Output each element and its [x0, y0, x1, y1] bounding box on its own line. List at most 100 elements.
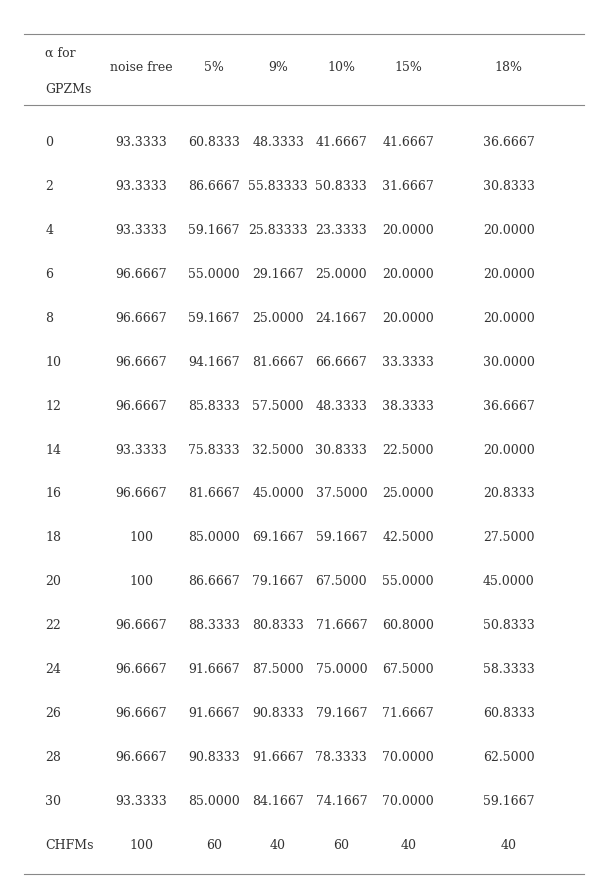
Text: 30.0000: 30.0000 [483, 356, 535, 368]
Text: 55.83333: 55.83333 [248, 180, 308, 193]
Text: 2: 2 [45, 180, 53, 193]
Text: 74.1667: 74.1667 [315, 795, 367, 808]
Text: 23.3333: 23.3333 [315, 224, 367, 237]
Text: 32.5000: 32.5000 [252, 443, 304, 457]
Text: 16: 16 [45, 487, 61, 501]
Text: 90.8333: 90.8333 [252, 707, 304, 720]
Text: 86.6667: 86.6667 [188, 180, 240, 193]
Text: 96.6667: 96.6667 [116, 707, 167, 720]
Text: 15%: 15% [394, 61, 422, 73]
Text: 96.6667: 96.6667 [116, 751, 167, 763]
Text: 67.5000: 67.5000 [382, 663, 434, 676]
Text: 94.1667: 94.1667 [188, 356, 240, 368]
Text: 41.6667: 41.6667 [315, 136, 367, 149]
Text: 96.6667: 96.6667 [116, 356, 167, 368]
Text: 59.1667: 59.1667 [483, 795, 535, 808]
Text: 60.8333: 60.8333 [188, 136, 240, 149]
Text: 38.3333: 38.3333 [382, 400, 434, 413]
Text: noise free: noise free [110, 61, 173, 73]
Text: 70.0000: 70.0000 [382, 751, 434, 763]
Text: 36.6667: 36.6667 [483, 400, 535, 413]
Text: 60: 60 [334, 839, 349, 852]
Text: 31.6667: 31.6667 [382, 180, 434, 193]
Text: 75.8333: 75.8333 [188, 443, 240, 457]
Text: 25.0000: 25.0000 [252, 312, 304, 325]
Text: 55.0000: 55.0000 [188, 268, 240, 281]
Text: 36.6667: 36.6667 [483, 136, 535, 149]
Text: 80.8333: 80.8333 [252, 620, 304, 632]
Text: α for: α for [45, 47, 76, 60]
Text: 45.0000: 45.0000 [252, 487, 304, 501]
Text: 18: 18 [45, 531, 61, 544]
Text: 25.83333: 25.83333 [248, 224, 308, 237]
Text: 20.0000: 20.0000 [483, 312, 535, 325]
Text: 79.1667: 79.1667 [252, 575, 304, 588]
Text: 86.6667: 86.6667 [188, 575, 240, 588]
Text: 100: 100 [129, 839, 154, 852]
Text: 25.0000: 25.0000 [382, 487, 434, 501]
Text: 14: 14 [45, 443, 61, 457]
Text: 59.1667: 59.1667 [315, 531, 367, 544]
Text: 20.0000: 20.0000 [483, 224, 535, 237]
Text: 29.1667: 29.1667 [252, 268, 304, 281]
Text: 81.6667: 81.6667 [252, 356, 304, 368]
Text: 40: 40 [400, 839, 416, 852]
Text: 93.3333: 93.3333 [116, 136, 167, 149]
Text: 78.3333: 78.3333 [315, 751, 367, 763]
Text: 69.1667: 69.1667 [252, 531, 304, 544]
Text: CHFMs: CHFMs [45, 839, 94, 852]
Text: 96.6667: 96.6667 [116, 487, 167, 501]
Text: 71.6667: 71.6667 [315, 620, 367, 632]
Text: 40: 40 [501, 839, 517, 852]
Text: 91.6667: 91.6667 [188, 707, 240, 720]
Text: 20: 20 [45, 575, 61, 588]
Text: 27.5000: 27.5000 [483, 531, 535, 544]
Text: 81.6667: 81.6667 [188, 487, 240, 501]
Text: 88.3333: 88.3333 [188, 620, 240, 632]
Text: 22.5000: 22.5000 [382, 443, 434, 457]
Text: 25.0000: 25.0000 [315, 268, 367, 281]
Text: 59.1667: 59.1667 [188, 312, 240, 325]
Text: 20.0000: 20.0000 [382, 268, 434, 281]
Text: 71.6667: 71.6667 [382, 707, 434, 720]
Text: 41.6667: 41.6667 [382, 136, 434, 149]
Text: 20.0000: 20.0000 [382, 312, 434, 325]
Text: 22: 22 [45, 620, 61, 632]
Text: 58.3333: 58.3333 [483, 663, 535, 676]
Text: 6: 6 [45, 268, 53, 281]
Text: 62.5000: 62.5000 [483, 751, 535, 763]
Text: 96.6667: 96.6667 [116, 663, 167, 676]
Text: 20.8333: 20.8333 [483, 487, 535, 501]
Text: 20.0000: 20.0000 [483, 268, 535, 281]
Text: 96.6667: 96.6667 [116, 312, 167, 325]
Text: 59.1667: 59.1667 [188, 224, 240, 237]
Text: 28: 28 [45, 751, 61, 763]
Text: 8: 8 [45, 312, 53, 325]
Text: 60.8333: 60.8333 [483, 707, 535, 720]
Text: 66.6667: 66.6667 [315, 356, 367, 368]
Text: 85.0000: 85.0000 [188, 531, 240, 544]
Text: 85.8333: 85.8333 [188, 400, 240, 413]
Text: 0: 0 [45, 136, 53, 149]
Text: 40: 40 [270, 839, 286, 852]
Text: 33.3333: 33.3333 [382, 356, 434, 368]
Text: 96.6667: 96.6667 [116, 400, 167, 413]
Text: 50.8333: 50.8333 [315, 180, 367, 193]
Text: 75.0000: 75.0000 [315, 663, 367, 676]
Text: 24: 24 [45, 663, 61, 676]
Text: 9%: 9% [268, 61, 288, 73]
Text: 4: 4 [45, 224, 53, 237]
Text: 93.3333: 93.3333 [116, 180, 167, 193]
Text: 45.0000: 45.0000 [483, 575, 535, 588]
Text: GPZMs: GPZMs [45, 83, 92, 96]
Text: 96.6667: 96.6667 [116, 620, 167, 632]
Text: 57.5000: 57.5000 [252, 400, 304, 413]
Text: 30: 30 [45, 795, 61, 808]
Text: 12: 12 [45, 400, 61, 413]
Text: 60: 60 [206, 839, 222, 852]
Text: 84.1667: 84.1667 [252, 795, 304, 808]
Text: 26: 26 [45, 707, 61, 720]
Text: 55.0000: 55.0000 [382, 575, 434, 588]
Text: 20.0000: 20.0000 [483, 443, 535, 457]
Text: 5%: 5% [203, 61, 224, 73]
